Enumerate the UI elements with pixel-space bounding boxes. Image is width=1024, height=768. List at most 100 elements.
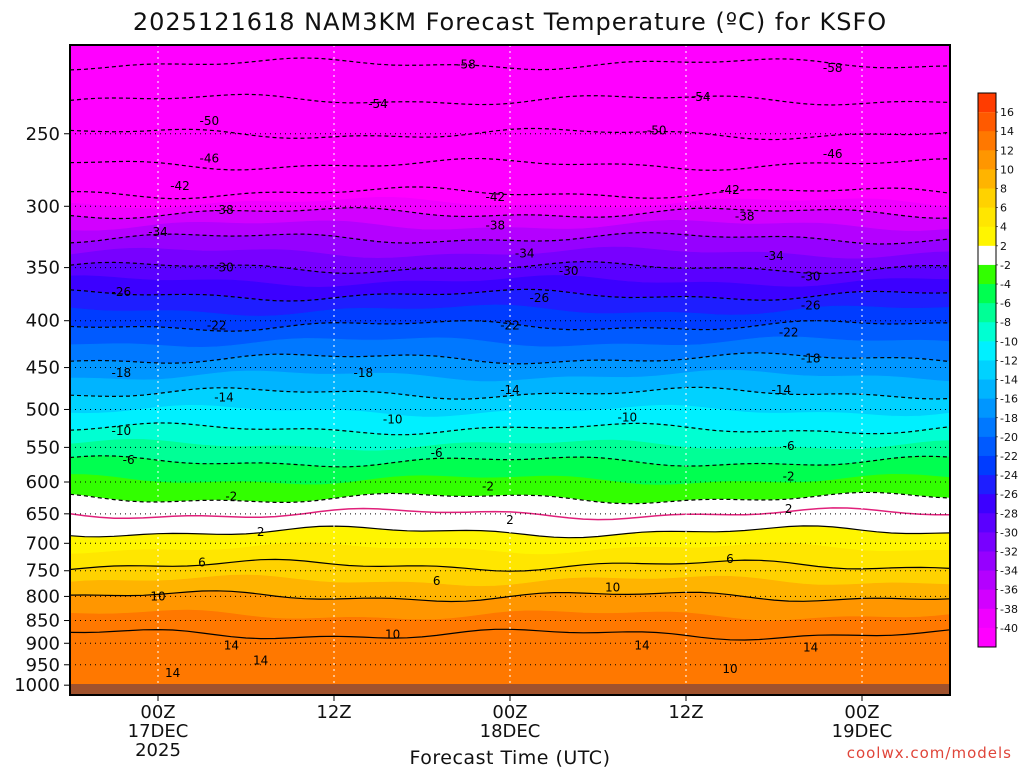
band-warm-low bbox=[70, 629, 950, 695]
colorbar-swatch bbox=[978, 264, 996, 285]
contour-label: 6 bbox=[726, 552, 734, 566]
colorbar: 16 14 12 10 8 6 4 2 -2 -4 -6 -8 -10 -12 -14 -16 -18 -20 -2… bbox=[977, 92, 1018, 648]
contour-label: 10 bbox=[385, 627, 400, 641]
colorbar-swatch bbox=[978, 513, 996, 533]
colorbar-swatch bbox=[978, 379, 996, 400]
colorbar-swatch bbox=[978, 188, 996, 209]
contour-label: 14 bbox=[165, 666, 180, 680]
contour-label-text: -18 bbox=[354, 366, 374, 380]
colorbar-swatch bbox=[978, 608, 996, 629]
colorbar-label: -20 bbox=[1000, 431, 1018, 444]
colorbar-swatch bbox=[978, 532, 996, 552]
colorbar-swatch bbox=[978, 589, 996, 610]
contour-label: -58 bbox=[823, 61, 843, 75]
contour-label: -46 bbox=[200, 151, 220, 165]
contour-label-text: -42 bbox=[720, 183, 740, 197]
colorbar-swatch bbox=[978, 226, 996, 247]
contour-label: 2 bbox=[506, 513, 514, 527]
contour-label-text: -2 bbox=[482, 480, 494, 494]
contour-label-text: -54 bbox=[691, 90, 711, 104]
y-tick-label: 550 bbox=[26, 437, 60, 458]
colorbar-swatch bbox=[978, 627, 996, 648]
colorbar-swatch bbox=[978, 475, 996, 495]
contour-14 bbox=[70, 628, 950, 641]
contour-label: -38 bbox=[214, 203, 234, 217]
contour-label: -30 bbox=[559, 264, 579, 278]
contour-label-text: 14 bbox=[634, 638, 649, 652]
colorbar-label: 6 bbox=[1000, 202, 1007, 215]
contour-label-text: -38 bbox=[214, 203, 234, 217]
surface-ground bbox=[70, 684, 950, 695]
contour-label-text: -58 bbox=[456, 57, 476, 71]
colorbar-swatch bbox=[978, 455, 996, 476]
colorbar-swatch bbox=[978, 570, 996, 591]
contour-label-text: -2 bbox=[783, 470, 795, 484]
contour-label: -38 bbox=[735, 210, 755, 224]
colorbar-swatch bbox=[978, 150, 996, 170]
colorbar-label: 4 bbox=[1000, 221, 1007, 234]
contour-label-text: 10 bbox=[150, 589, 165, 603]
contour-label-text: -26 bbox=[801, 299, 821, 313]
contour-label-text: -14 bbox=[500, 383, 520, 397]
colorbar-label: -18 bbox=[1000, 412, 1018, 425]
y-tick-label: 600 bbox=[26, 472, 60, 493]
x-tick-label: 00Z bbox=[492, 702, 527, 723]
contour-label-text: -54 bbox=[368, 97, 388, 111]
contour-label-text: -50 bbox=[200, 114, 220, 128]
contour-label-text: -10 bbox=[618, 410, 638, 424]
contour-label: -10 bbox=[112, 424, 132, 438]
contour-label-text: 2 bbox=[785, 502, 793, 516]
colorbar-swatch bbox=[978, 303, 996, 323]
contour-label-text: -22 bbox=[500, 319, 520, 333]
contour-label: -2 bbox=[225, 489, 237, 503]
contour-label-text: -26 bbox=[112, 285, 132, 299]
contour-label: -26 bbox=[112, 285, 132, 299]
colorbar-swatch bbox=[978, 245, 996, 266]
colorbar-swatch bbox=[978, 417, 996, 438]
contour--42 bbox=[70, 186, 950, 200]
colorbar-label: -30 bbox=[1000, 526, 1018, 539]
colorbar-label: 2 bbox=[1000, 240, 1007, 253]
contour-label: 2 bbox=[785, 502, 793, 516]
colorbar-swatch bbox=[978, 322, 996, 342]
x-tick-label: 00Z bbox=[844, 702, 879, 723]
contour-label: -50 bbox=[200, 114, 220, 128]
contour-label-text: -6 bbox=[123, 453, 135, 467]
contour-label: 10 bbox=[605, 580, 620, 594]
contour-label-text: -14 bbox=[772, 383, 792, 397]
contour-label-text: 6 bbox=[198, 556, 206, 570]
contour-label: 14 bbox=[253, 654, 268, 668]
contour-label-text: -18 bbox=[112, 366, 132, 380]
colorbar-swatch bbox=[978, 169, 996, 190]
y-tick-label: 900 bbox=[26, 633, 60, 654]
contour-label-text: -34 bbox=[764, 249, 784, 263]
y-tick-label: 1000 bbox=[14, 675, 60, 696]
credit-text: coolwx.com/models bbox=[847, 744, 1012, 762]
contour-label-text: -34 bbox=[515, 247, 535, 261]
x-tick-day: 19DEC bbox=[832, 721, 893, 742]
contour-label-text: -22 bbox=[207, 319, 227, 333]
contour-label-text: 10 bbox=[385, 627, 400, 641]
contour-label: -26 bbox=[530, 291, 550, 305]
contour-label-text: -58 bbox=[823, 61, 843, 75]
contour-label: -18 bbox=[112, 366, 132, 380]
contour-label: -50 bbox=[647, 124, 667, 138]
colorbar-label: -34 bbox=[1000, 565, 1018, 578]
y-tick-label: 450 bbox=[26, 358, 60, 379]
colorbar-swatch bbox=[978, 398, 996, 419]
x-tick-day: 17DEC bbox=[128, 721, 189, 742]
contour-label: -18 bbox=[801, 352, 821, 366]
y-tick-label: 650 bbox=[26, 504, 60, 525]
colorbar-label: -26 bbox=[1000, 488, 1018, 501]
colorbar-label: -38 bbox=[1000, 603, 1018, 616]
contour-label: 10 bbox=[722, 662, 737, 676]
contour-label-text: -30 bbox=[801, 270, 821, 284]
contour-label-text: -2 bbox=[225, 489, 237, 503]
contour-label: -34 bbox=[515, 247, 535, 261]
contour-label-text: 10 bbox=[605, 580, 620, 594]
contour-label: 6 bbox=[433, 574, 441, 588]
contour-label-text: -18 bbox=[801, 352, 821, 366]
contour-label: -10 bbox=[618, 410, 638, 424]
